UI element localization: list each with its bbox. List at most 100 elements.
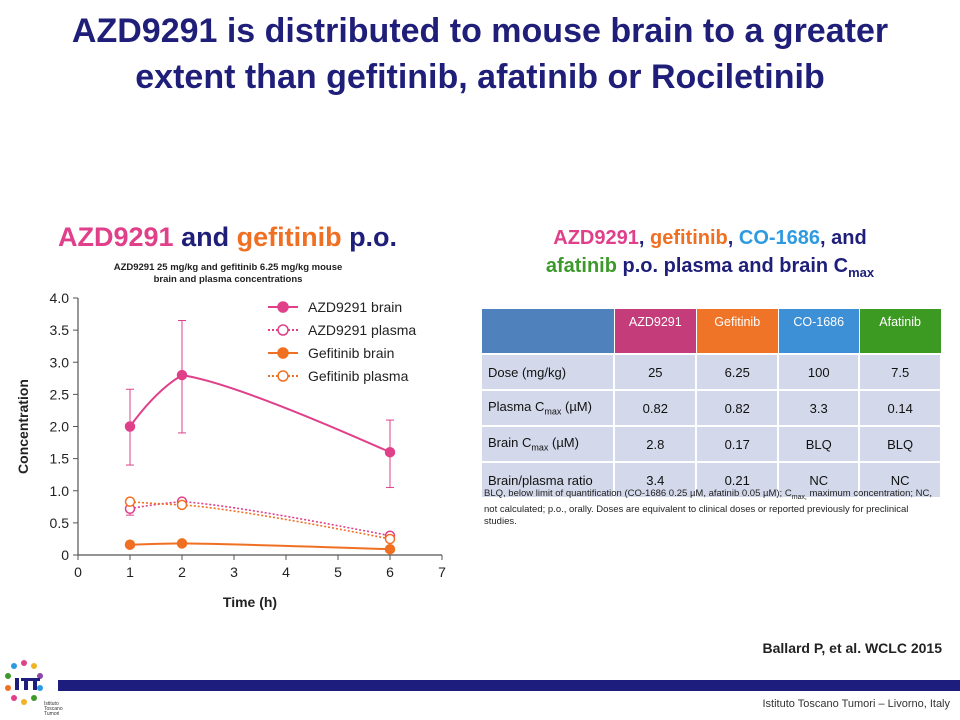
legend-label: Gefitinib plasma — [308, 368, 409, 384]
y-tick-label: 2.5 — [50, 386, 70, 402]
table-heading-co: CO-1686 — [738, 227, 821, 249]
citation: Ballard P, et al. WCLC 2015 — [762, 640, 942, 656]
table-heading-afa: afatinib — [545, 255, 617, 277]
table-row: Brain Cmax (µM) 2.8 0.17 BLQ BLQ — [479, 425, 942, 463]
table-heading-comma1: , — [638, 227, 650, 249]
logo-text-line: Tumori — [44, 711, 60, 717]
table-cell: 3.3 — [777, 389, 861, 427]
table-cell: 0.21 — [695, 461, 780, 499]
row-label-sub: max — [544, 406, 562, 417]
data-point — [176, 499, 188, 511]
logo-text-line: Istituto — [44, 701, 59, 707]
legend-label: AZD9291 brain — [308, 299, 402, 315]
table-cell: 100 — [777, 353, 861, 391]
row-label-text: Dose (mg/kg) — [488, 364, 567, 380]
chart-subtitle: AZD9291 25 mg/kg and gefitinib 6.25 mg/k… — [78, 262, 378, 286]
legend-marker — [277, 370, 289, 382]
itt-logo — [5, 660, 43, 705]
table-heading-gef: gefitinib — [650, 227, 728, 249]
x-tick-label: 3 — [230, 564, 238, 580]
chart-heading-azd: AZD9291 — [58, 222, 174, 252]
footer-bar — [58, 680, 960, 691]
data-point — [384, 446, 396, 458]
table-cell: 0.17 — [695, 425, 780, 463]
chart-subtitle-line2: brain and plasma concentrations — [153, 274, 303, 285]
table-heading-azd: AZD9291 — [553, 227, 639, 249]
data-point — [124, 421, 136, 432]
series-line — [129, 374, 391, 454]
legend-label: Gefitinib brain — [308, 345, 394, 361]
y-tick-label: 1.0 — [50, 483, 70, 499]
data-point — [384, 543, 396, 555]
itt-logo-star-icon — [5, 660, 43, 705]
legend-label: AZD9291 plasma — [308, 322, 416, 338]
table-cell: NC — [777, 461, 861, 499]
series-line — [129, 542, 391, 551]
header-gefitinib: Gefitinib — [695, 308, 779, 355]
legend-marker — [277, 347, 289, 359]
table-heading: AZD9291, gefitinib, CO-1686, and afatini… — [480, 224, 940, 287]
data-point — [124, 496, 136, 507]
row-label: Brain Cmax (µM) — [479, 425, 616, 463]
x-tick-label: 0 — [74, 564, 82, 580]
chart-subtitle-line1: AZD9291 25 mg/kg and gefitinib 6.25 mg/k… — [113, 262, 343, 273]
row-label-text: Brain/plasma ratio — [488, 472, 593, 488]
table-footnote: BLQ, below limit of quantification (CO-1… — [484, 488, 934, 528]
y-tick-label: 0 — [61, 547, 69, 563]
table-cell: BLQ — [858, 425, 942, 463]
legend-marker — [277, 324, 289, 336]
table-cell: 2.8 — [613, 425, 698, 463]
concentration-chart: 0 0.5 1.0 1.5 2.0 2.5 3.0 3.5 4.0 0 1 2 3 4 5 6 7 Time (h… — [15, 290, 446, 610]
table-row: Dose (mg/kg) 25 6.25 100 7.5 — [479, 353, 942, 391]
row-label: Brain/plasma ratio — [479, 461, 616, 499]
table-cell: 0.82 — [695, 389, 780, 427]
data-point — [124, 539, 136, 550]
x-tick-label: 5 — [334, 564, 342, 580]
series-line — [129, 500, 391, 540]
table-cell: 7.5 — [858, 353, 942, 391]
footnote-start: BLQ, below limit of quantification (CO-1… — [484, 488, 792, 499]
table-cell: 0.82 — [613, 389, 698, 427]
table-row: Brain/plasma ratio 3.4 0.21 NC NC — [479, 461, 942, 499]
y-axis-label: Concentration — [15, 379, 31, 474]
table-cell: NC — [858, 461, 942, 499]
table-heading-max: max — [848, 265, 875, 280]
y-tick-label: 3.5 — [50, 322, 70, 338]
slide-title: AZD9291 is distributed to mouse brain to… — [71, 12, 889, 96]
logo-text: Istituto Toscano Tumori — [44, 702, 63, 717]
x-tick-label: 7 — [438, 564, 446, 580]
row-label-sub: max — [531, 442, 549, 453]
y-tick-label: 3.0 — [50, 354, 70, 370]
x-axis-label: Time (h) — [223, 594, 277, 610]
header-afatinib: Afatinib — [858, 308, 942, 355]
chart-heading-po: p.o. — [341, 222, 398, 252]
cmax-table: AZD9291 Gefitinib CO-1686 Afatinib Dose … — [479, 308, 942, 499]
table-heading-comma2: , — [727, 227, 739, 249]
y-tick-label: 1.5 — [50, 451, 70, 467]
row-label-text: Brain C — [488, 435, 532, 451]
table-heading-rest: p.o. plasma and brain C — [616, 255, 849, 277]
x-tick-label: 6 — [386, 564, 394, 580]
footer-institution: Istituto Toscano Tumori – Livorno, Italy — [762, 698, 951, 710]
row-label-unit: (µM) — [548, 435, 579, 451]
table-cell: 6.25 — [695, 353, 780, 391]
x-tick-label: 1 — [126, 564, 134, 580]
chart-heading-and: and — [173, 222, 237, 252]
chart-heading-gef: gefitinib — [236, 222, 342, 252]
table-heading-and: , and — [820, 227, 867, 249]
row-label-text: Plasma C — [488, 399, 545, 415]
footnote-rest: maximum concentration; NC, not calculate… — [484, 488, 932, 527]
y-tick-label: 2.0 — [50, 419, 70, 435]
footnote-sub: max, — [791, 493, 807, 501]
table-cell: 0.14 — [858, 389, 942, 427]
table-cell: 25 — [613, 353, 698, 391]
table-row: Plasma Cmax (µM) 0.82 0.82 3.3 0.14 — [479, 389, 942, 427]
row-label: Plasma Cmax (µM) — [479, 389, 616, 427]
data-point — [176, 369, 188, 381]
series-line — [129, 500, 391, 537]
table-cell: BLQ — [777, 425, 861, 463]
row-label: Dose (mg/kg) — [479, 353, 616, 391]
table-cell: 3.4 — [613, 461, 698, 499]
logo-text-line: Toscano — [44, 706, 63, 712]
header-azd9291: AZD9291 — [613, 308, 697, 355]
